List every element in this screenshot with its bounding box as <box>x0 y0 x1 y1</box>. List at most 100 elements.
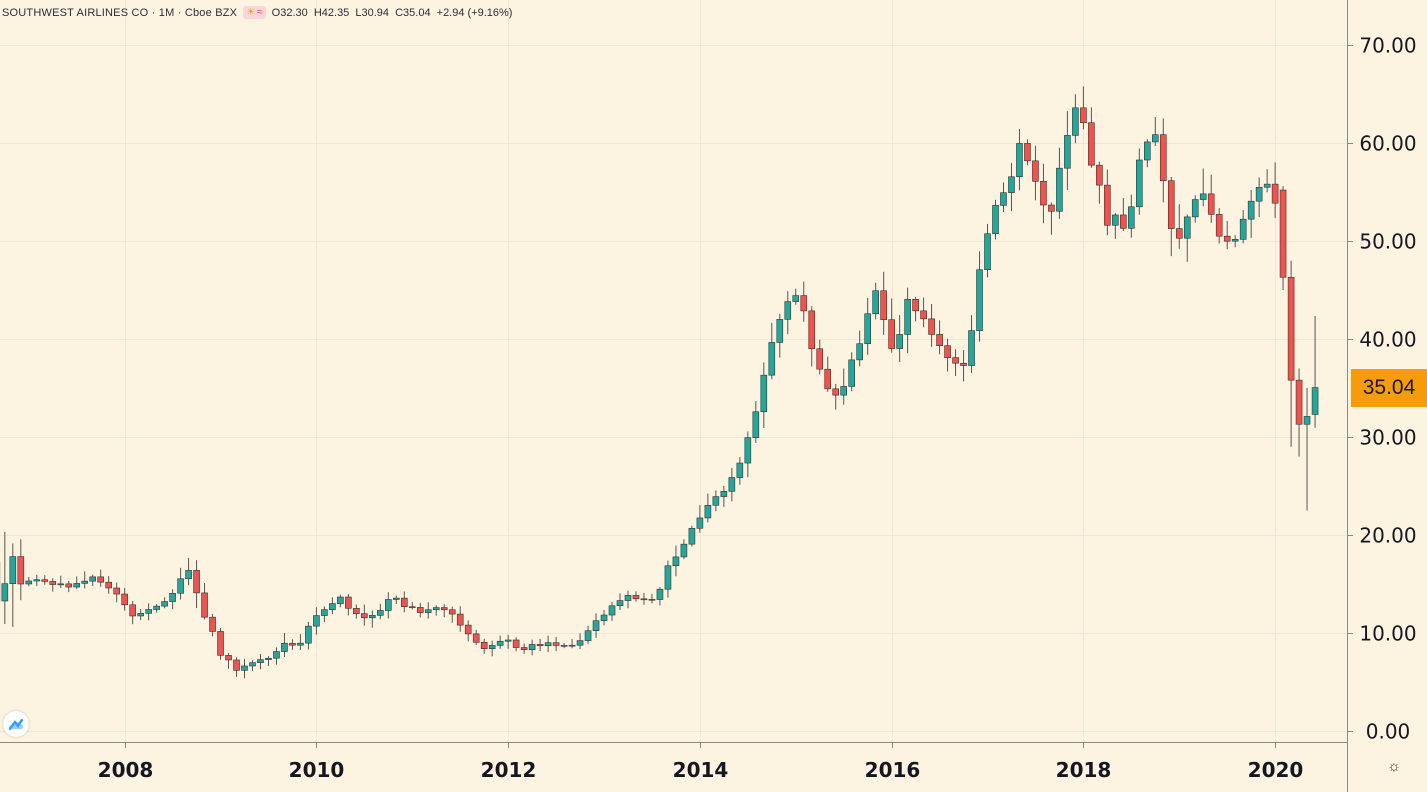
candle <box>161 597 168 609</box>
candle-body <box>1040 181 1047 206</box>
candle-body <box>153 605 160 610</box>
candle <box>520 643 528 654</box>
time-axis[interactable]: 2008 2010 2012 2014 2016 2018 2020 <box>98 742 1304 782</box>
candle-body <box>488 645 496 649</box>
candle <box>281 632 288 658</box>
candle <box>600 609 608 626</box>
candle-body <box>193 570 200 594</box>
candle <box>1287 260 1295 447</box>
candle-body <box>1271 183 1279 204</box>
candle-body <box>1159 134 1167 181</box>
candle-body <box>1104 184 1111 226</box>
candle <box>640 593 648 605</box>
candle <box>1088 107 1095 168</box>
candle-body <box>241 665 248 671</box>
last-price-label: 35.04 <box>1351 368 1427 407</box>
candle <box>1231 235 1239 248</box>
y-tick-label: 60.00 <box>1359 132 1416 156</box>
candle-body <box>560 645 568 647</box>
candle-body <box>233 659 240 671</box>
candle-body <box>400 597 408 607</box>
candle <box>73 576 81 590</box>
candle <box>696 505 704 533</box>
candle <box>1056 147 1063 219</box>
candle <box>1215 207 1223 244</box>
candle-body <box>960 362 967 366</box>
candle <box>456 606 464 632</box>
candle <box>305 621 312 650</box>
candle <box>329 597 336 615</box>
candle <box>321 606 328 623</box>
candle <box>816 339 824 375</box>
candle <box>1263 169 1271 193</box>
price-axis[interactable]: 0.00 10.00 20.00 30.00 40.00 50.00 60.00 70.00 <box>1347 34 1417 744</box>
candle-body <box>616 600 624 607</box>
candle-body <box>808 310 816 350</box>
candle-body <box>81 580 89 584</box>
candle-body <box>456 613 464 626</box>
candle <box>1239 210 1247 244</box>
candle-body <box>568 644 576 647</box>
candle-body <box>944 345 951 358</box>
candle-body <box>984 233 991 271</box>
candle <box>1303 388 1311 511</box>
candle <box>1167 176 1175 257</box>
gear-icon[interactable]: ☼ <box>1387 758 1401 775</box>
candle-body <box>704 504 712 519</box>
candle-body <box>880 290 887 320</box>
candle-body <box>1151 134 1159 143</box>
candle-body <box>536 644 544 647</box>
x-tick-label: 2018 <box>1056 758 1112 782</box>
candle-body <box>1199 193 1207 200</box>
candle <box>233 657 240 677</box>
candle-body <box>257 659 264 663</box>
candle <box>1295 368 1303 457</box>
candle <box>904 287 911 354</box>
candle <box>672 545 680 577</box>
candle-body <box>33 579 41 582</box>
candle-body <box>161 601 168 607</box>
candle-body <box>137 613 144 617</box>
candle <box>648 593 656 604</box>
x-tick-label: 2016 <box>865 758 921 782</box>
candle-body <box>1255 186 1263 202</box>
candle-body <box>744 437 752 464</box>
tradingview-cloud-icon[interactable] <box>3 711 29 737</box>
candle-body <box>105 581 112 589</box>
candle <box>968 315 975 374</box>
candle <box>1120 197 1127 232</box>
candle <box>864 297 871 355</box>
candle-body <box>297 642 304 646</box>
candle <box>544 635 552 653</box>
candle-body <box>432 607 440 611</box>
candle <box>808 306 816 367</box>
candle-body <box>888 319 895 349</box>
x-tick-label: 2020 <box>1248 758 1304 782</box>
candle-body <box>321 609 328 616</box>
x-tick-label: 2010 <box>289 758 345 782</box>
candle <box>137 608 144 621</box>
candle <box>504 634 512 649</box>
candle <box>57 575 65 588</box>
candle-body <box>752 411 760 438</box>
candle <box>345 594 352 616</box>
candle-body <box>145 609 152 614</box>
candle-body <box>273 651 280 659</box>
legend-badge[interactable]: ☀ ≈ <box>243 6 266 19</box>
candle <box>153 604 160 613</box>
symbol-title[interactable]: SOUTHWEST AIRLINES CO · 1M · Cboe BZX <box>2 6 238 19</box>
candle <box>89 574 97 587</box>
candle <box>337 594 344 608</box>
candle <box>225 652 232 669</box>
candle <box>616 593 624 610</box>
candle-body <box>1311 387 1319 415</box>
candle-body <box>848 359 855 387</box>
candle-body <box>904 299 911 335</box>
low-value: L30.94 <box>355 6 390 19</box>
candle-body <box>712 496 720 506</box>
candle <box>289 639 296 650</box>
close-value: C35.04 <box>395 6 431 19</box>
candle-body <box>1175 228 1183 239</box>
y-tick-label: 40.00 <box>1359 328 1416 352</box>
